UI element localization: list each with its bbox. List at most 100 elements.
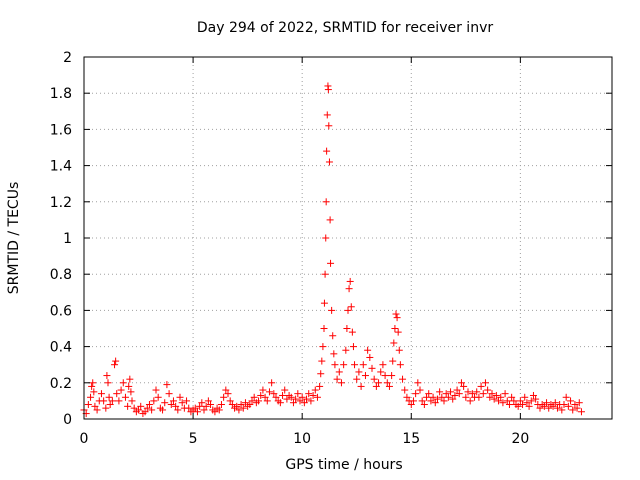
data-point [351, 361, 359, 369]
data-point [490, 395, 498, 403]
data-point [309, 391, 317, 399]
data-point [503, 397, 511, 405]
data-point [383, 379, 391, 387]
data-point [495, 397, 503, 405]
data-point [255, 397, 263, 405]
data-point [322, 234, 330, 242]
y-tick-label: 0.6 [50, 303, 72, 319]
data-point [276, 399, 284, 407]
data-point [152, 386, 160, 394]
data-point [440, 397, 448, 405]
data-point [207, 401, 215, 409]
data-point [143, 404, 151, 412]
data-point [492, 391, 500, 399]
data-point [328, 306, 336, 314]
data-point [355, 368, 363, 376]
data-point [215, 406, 223, 414]
data-point [321, 270, 329, 278]
data-point [202, 402, 210, 410]
data-point [569, 406, 577, 414]
data-point [100, 397, 108, 405]
data-point [447, 388, 455, 396]
axis-ticks [83, 56, 612, 420]
data-point [388, 372, 396, 380]
data-point [105, 393, 113, 401]
data-point [453, 386, 461, 394]
data-point [375, 379, 383, 387]
data-point [268, 379, 276, 387]
data-point [103, 372, 111, 380]
data-point [416, 386, 424, 394]
y-tick-label: 1.8 [50, 86, 72, 102]
data-point [340, 361, 348, 369]
data-point [126, 375, 134, 383]
data-point [540, 402, 548, 410]
y-tick-label: 1.4 [50, 159, 72, 175]
y-tick-label: 2 [63, 50, 72, 66]
x-tick-label: 15 [402, 431, 420, 447]
data-point [287, 393, 295, 401]
data-point [567, 397, 575, 405]
data-point [211, 408, 219, 416]
data-points [80, 82, 585, 418]
data-point [575, 399, 583, 407]
data-point [577, 408, 585, 416]
data-point [320, 325, 328, 332]
data-point [97, 390, 105, 398]
data-point [377, 368, 385, 376]
data-point [127, 388, 135, 396]
data-point [250, 393, 258, 401]
data-point [532, 395, 540, 403]
data-point [505, 401, 513, 409]
data-point [165, 390, 173, 398]
data-point [427, 397, 435, 405]
data-point [259, 386, 267, 394]
data-point [349, 343, 357, 351]
data-point [90, 388, 98, 396]
data-point [407, 401, 415, 409]
data-point [111, 361, 119, 369]
data-point [178, 399, 186, 407]
x-tick-label: 10 [293, 431, 311, 447]
data-point [545, 404, 553, 412]
data-point [420, 401, 428, 409]
y-axis-title: SRMTID / TECUs [6, 182, 22, 295]
data-point [403, 393, 411, 401]
data-point [346, 277, 354, 285]
data-point [185, 404, 193, 412]
data-point [191, 404, 199, 412]
data-point [379, 361, 387, 369]
data-point [121, 393, 129, 401]
data-point [394, 328, 402, 336]
data-point [409, 397, 417, 405]
data-point [128, 397, 136, 405]
data-point [560, 401, 568, 409]
data-point [571, 401, 579, 409]
data-point [283, 395, 291, 403]
data-point [117, 386, 125, 394]
data-point [385, 382, 393, 390]
data-point [113, 390, 121, 398]
data-point [84, 401, 92, 409]
data-point [348, 328, 356, 336]
data-point [270, 390, 278, 398]
data-point [331, 361, 339, 369]
data-point [468, 390, 476, 398]
data-point [239, 404, 247, 412]
data-point [438, 393, 446, 401]
data-point [200, 406, 208, 414]
data-point [115, 397, 123, 405]
data-point [292, 395, 300, 403]
data-point [174, 406, 182, 414]
data-point [501, 390, 509, 398]
data-point [119, 379, 127, 387]
data-point [433, 395, 441, 403]
data-point [145, 401, 153, 409]
data-point [87, 393, 95, 401]
y-tick-label: 0.4 [50, 340, 72, 356]
data-point [319, 343, 327, 351]
x-tick-labels: 0 5 10 15 20 [80, 431, 530, 447]
data-point [484, 386, 492, 394]
data-point [368, 364, 376, 372]
